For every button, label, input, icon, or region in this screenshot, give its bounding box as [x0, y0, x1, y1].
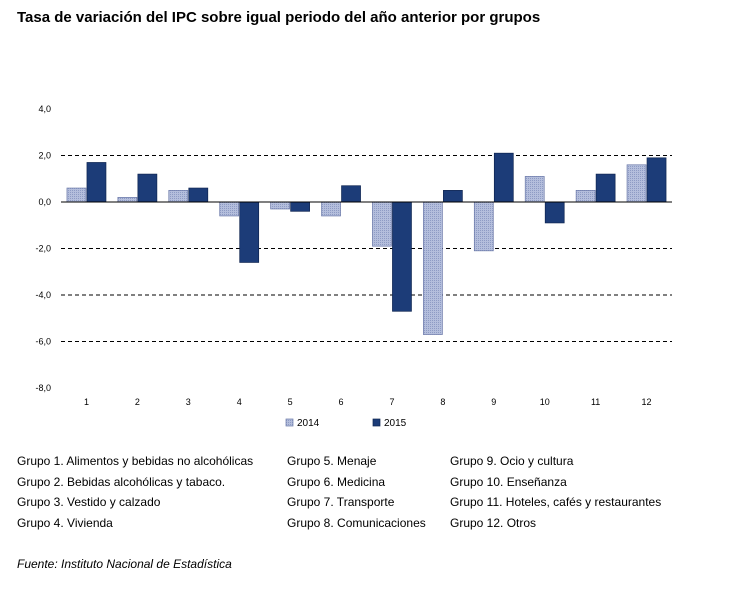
- bar-2015-cat-8: [443, 190, 463, 203]
- group-legend-column-3: Grupo 9. Ocio y cultura Grupo 10. Enseña…: [450, 453, 661, 535]
- group-label: Grupo 6. Medicina: [287, 474, 386, 489]
- legend-label-2014: 2014: [297, 418, 320, 429]
- group-label: Grupo 3. Vestido y calzado: [17, 495, 161, 509]
- bar-2014-cat-9: [473, 201, 494, 252]
- bar-2014-cat-1: [66, 187, 87, 203]
- gridlines: [61, 155, 672, 342]
- bar-2014-cat-8: [423, 201, 443, 335]
- group-label: Grupo 10. Enseñanza: [450, 474, 567, 489]
- bar-2015-cat-12: [646, 157, 667, 203]
- bar-2015-cat-7: [392, 201, 412, 312]
- group-legend-column-1: Grupo 1. Alimentos y bebidas no alcohóli…: [17, 453, 253, 535]
- y-tick-label: 2,0: [38, 151, 51, 161]
- x-tick-label: 6: [339, 397, 344, 407]
- x-tick-label: 7: [389, 397, 394, 407]
- bar-2014-cat-6: [321, 201, 341, 217]
- bar-2015-cat-9: [493, 152, 514, 203]
- x-tick-label: 10: [540, 397, 550, 407]
- y-tick-label: 0,0: [38, 197, 51, 207]
- bar-2015-cat-4: [239, 201, 260, 263]
- bar-2015-cat-10: [544, 201, 565, 224]
- y-tick-label: -6,0: [35, 337, 51, 347]
- x-tick-label: 5: [288, 397, 293, 407]
- series-legend: 2014 2015: [285, 418, 407, 429]
- group-label: Grupo 1. Alimentos y bebidas no alcohóli…: [17, 454, 254, 468]
- y-tick-label: -4,0: [35, 290, 51, 300]
- bar-2014-cat-4: [219, 201, 240, 217]
- bar-2014-cat-11: [575, 190, 596, 203]
- bar-2015-cat-11: [595, 173, 616, 203]
- bar-2015-cat-3: [188, 187, 209, 203]
- y-tick-label: 4,0: [38, 104, 51, 114]
- bar-2014-cat-10: [524, 176, 545, 203]
- group-label: Grupo 4. Vivienda: [17, 515, 113, 530]
- source-note: Fuente: Instituto Nacional de Estadístic…: [17, 557, 232, 571]
- legend-swatch-2014: [285, 418, 294, 427]
- group-label: Grupo 7. Transporte: [287, 495, 395, 509]
- legend-swatch-2015: [372, 418, 381, 427]
- x-tick-label: 2: [135, 397, 140, 407]
- x-tick-label: 3: [186, 397, 191, 407]
- bar-2015-cat-2: [137, 173, 158, 203]
- bar-2014-cat-2: [117, 197, 138, 203]
- chart-title: Tasa de variación del IPC sobre igual pe…: [17, 9, 541, 26]
- legend-label-2015: 2015: [384, 418, 407, 429]
- x-tick-label: 12: [642, 397, 652, 407]
- bar-2015-cat-1: [86, 162, 107, 203]
- group-label: Grupo 2. Bebidas alcohólicas y tabaco.: [17, 474, 226, 489]
- group-label: Grupo 12. Otros: [450, 515, 537, 530]
- x-tick-label: 9: [491, 397, 496, 407]
- bar-2014-cat-5: [270, 201, 290, 210]
- bars: [66, 152, 667, 335]
- bar-2015-cat-6: [341, 185, 361, 203]
- group-label: Grupo 8. Comunicaciones: [287, 515, 426, 530]
- group-label: Grupo 9. Ocio y cultura: [450, 454, 574, 468]
- bar-2014-cat-3: [168, 190, 189, 203]
- bar-2014-cat-7: [372, 201, 392, 247]
- bar-2014-cat-12: [626, 164, 647, 203]
- x-tick-label: 8: [440, 397, 445, 407]
- y-tick-label: -2,0: [35, 244, 51, 254]
- x-tick-label: 1: [84, 397, 89, 407]
- group-label: Grupo 5. Menaje: [287, 454, 377, 468]
- group-legend-column-2: Grupo 5. Menaje Grupo 6. Medicina Grupo …: [287, 453, 426, 535]
- bar-chart: 4,02,00,0-2,0-4,0-6,0-8,01 2 3 4 5 6 7 8 9 10 11 12…: [35, 104, 672, 429]
- axes: 4,02,00,0-2,0-4,0-6,0-8,01 2 3 4 5 6 7 8 9 10 11 12: [35, 104, 672, 407]
- x-tick-label: 4: [237, 397, 242, 407]
- group-legend: Grupo 1. Alimentos y bebidas no alcohóli…: [0, 453, 732, 543]
- group-label: Grupo 11. Hoteles, cafés y restaurantes: [450, 495, 662, 509]
- y-tick-label: -8,0: [35, 383, 51, 393]
- bar-2015-cat-5: [290, 201, 310, 212]
- x-tick-label: 11: [591, 397, 600, 407]
